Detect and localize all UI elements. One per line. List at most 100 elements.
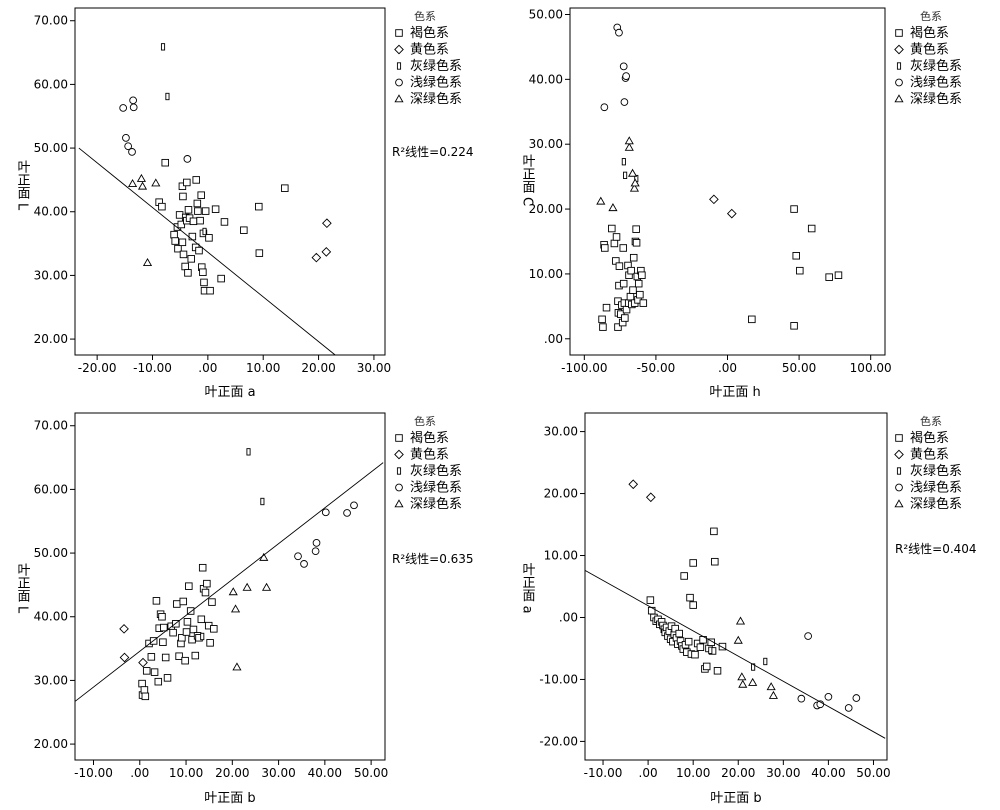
data-point-square (748, 315, 756, 324)
y-tick-label: 30.00 (529, 137, 563, 151)
x-tick-label: -50.00 (637, 361, 676, 375)
r2-annotation: R²线性=0.404 (895, 542, 977, 556)
data-point-thinrect (623, 171, 628, 179)
x-tick-label: .00 (718, 361, 737, 375)
y-tick-label: 20.00 (34, 332, 68, 346)
x-tick-label: .00 (198, 361, 217, 375)
y-tick-label: 50.00 (34, 546, 68, 560)
scatter-panel-b-vs-l: -10.00 .00 10.00 20.00 30.00 40.00 50.00 20.00… (15, 412, 474, 806)
x-tick-label: 20.00 (215, 766, 249, 780)
data-point-triangle (608, 203, 618, 212)
y-axis-title-group: 叶正面 a (520, 562, 536, 613)
legend-label: 浅绿色系 (910, 75, 962, 91)
x-tick-label: 30.00 (261, 766, 295, 780)
fit-line-layer (584, 569, 886, 739)
data-point-square (142, 667, 151, 675)
data-point-circle (620, 98, 629, 106)
data-point-square (179, 192, 187, 201)
data-point-square (179, 250, 188, 259)
legend-title: 色系 (920, 414, 942, 428)
data-point-square (181, 262, 189, 271)
legend-label: 灰绿色系 (410, 58, 462, 74)
data-point-circle (183, 155, 192, 163)
data-point-square (177, 220, 186, 229)
data-point-square (150, 668, 159, 676)
data-point-square (711, 557, 719, 566)
y-tick-label: 30.00 (34, 673, 68, 687)
data-point-square (691, 650, 699, 659)
data-point-square (175, 652, 183, 660)
data-point-diamond (645, 492, 656, 503)
r2-annotation: R²线性=0.224 (392, 145, 474, 159)
data-point-circle (600, 103, 609, 112)
data-point-square (186, 607, 195, 615)
data-point-diamond (628, 479, 639, 490)
data-point-thinrect (200, 632, 205, 641)
data-point-circle (124, 142, 132, 151)
data-point-square (178, 634, 186, 642)
data-point-square (710, 527, 718, 536)
legend-marker-square (895, 434, 903, 442)
data-point-triangle (230, 604, 241, 613)
data-point-triangle (261, 582, 272, 591)
data-point-square (189, 625, 198, 634)
r2-annotation: R²线性=0.635 (392, 552, 474, 566)
data-point-square (599, 323, 607, 331)
data-point-square (689, 559, 697, 567)
legend-title: 色系 (414, 9, 436, 23)
x-tick-label: 30.00 (766, 766, 800, 780)
y-axis-title-group: 叶正面 L (15, 160, 31, 211)
marker-layer (119, 448, 358, 701)
data-point-square (255, 202, 263, 211)
plot-frame (74, 412, 386, 761)
scatter-panel-b-vs-a: -10.00 .00 10.00 20.00 30.00 40.00 50.00 -20.0… (520, 412, 977, 806)
x-axis-title: 叶正面 b (710, 791, 761, 806)
data-point-square (636, 290, 644, 299)
legend-marker-thinrect (896, 62, 902, 70)
data-point-square (197, 615, 206, 624)
data-point-circle (797, 694, 806, 703)
data-point-diamond (311, 252, 322, 263)
data-point-circle (129, 103, 138, 112)
legend-label: 褐色系 (910, 430, 949, 446)
data-point-square (718, 642, 727, 651)
legend-label: 浅绿色系 (410, 75, 462, 91)
x-tick-label: 50.00 (782, 361, 816, 375)
data-point-square (171, 237, 179, 245)
data-point-square (619, 279, 628, 288)
data-point-triangle (624, 136, 634, 145)
data-point-square (825, 273, 833, 281)
data-point-square (614, 323, 622, 331)
y-tick-label: 10.00 (529, 267, 563, 281)
data-point-triangle (136, 173, 147, 182)
x-tick-label: -10.00 (133, 361, 172, 375)
y-axis-ticks: 20.00 30.00 40.00 50.00 60.00 70.00 (34, 14, 75, 346)
x-tick-label: -10.00 (584, 766, 623, 780)
y-tick-label: 20.00 (34, 737, 68, 751)
data-point-diamond (322, 218, 332, 229)
data-point-triangle (630, 178, 640, 187)
data-point-square (671, 624, 679, 633)
data-point-square (184, 206, 193, 214)
data-point-thinrect (165, 92, 170, 101)
data-point-square (702, 662, 711, 671)
data-point-square (191, 651, 200, 660)
data-point-circle (343, 509, 351, 517)
data-point-square (138, 679, 146, 688)
data-point-square (147, 653, 156, 661)
data-point-triangle (738, 679, 748, 688)
y-tick-label: 40.00 (34, 610, 68, 624)
data-point-square (192, 176, 200, 184)
data-point-square (790, 205, 798, 213)
legend-label: 黄色系 (910, 447, 949, 463)
data-point-square (174, 244, 182, 253)
data-point-circle (852, 694, 861, 702)
data-point-triangle (242, 582, 252, 591)
x-tick-label: 100.00 (850, 361, 892, 375)
data-point-square (220, 218, 229, 226)
data-point-square (182, 628, 191, 636)
data-point-square (175, 211, 184, 219)
data-point-square (617, 310, 625, 318)
data-point-circle (122, 134, 130, 142)
data-point-square (281, 184, 289, 192)
